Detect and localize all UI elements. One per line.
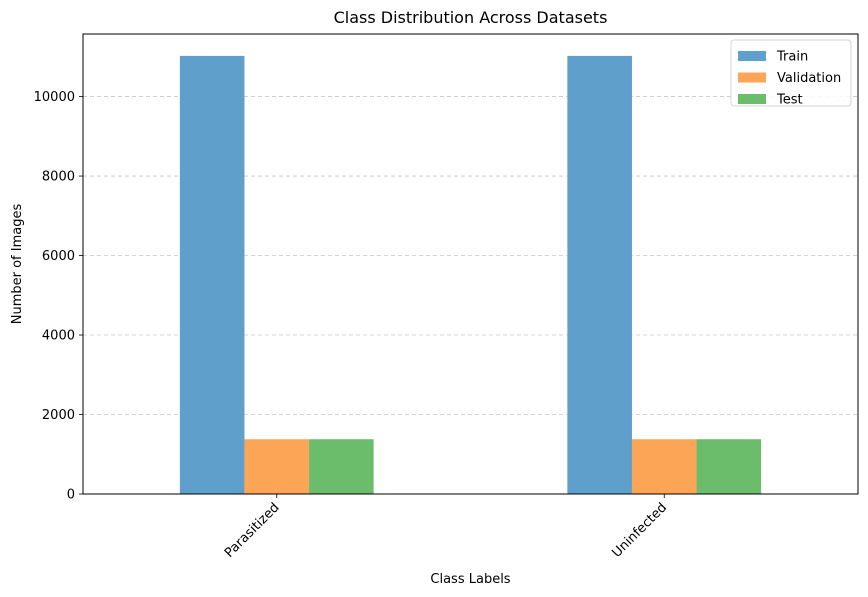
bar-validation-parasitized (244, 439, 310, 494)
y-tick-label: 6000 (42, 249, 75, 264)
legend-label-train: Train (776, 50, 808, 65)
y-tick-label: 8000 (42, 170, 75, 185)
bars (179, 55, 762, 495)
bar-validation-uninfected (631, 439, 697, 494)
y-tick-label: 4000 (42, 329, 75, 344)
x-tick-label: Parasitized (222, 500, 283, 561)
legend-label-test: Test (776, 93, 803, 108)
bar-train-parasitized (179, 55, 245, 495)
legend-swatch-train (738, 51, 766, 61)
y-tick-label: 10000 (34, 90, 75, 105)
chart-title: Class Distribution Across Datasets (334, 8, 608, 27)
legend-swatch-validation (738, 72, 766, 83)
legend: Train Validation Test (730, 39, 852, 108)
x-axis-label: Class Labels (430, 572, 510, 587)
legend-swatch-test (738, 94, 766, 104)
y-tick-label: 2000 (42, 408, 75, 423)
bar-test-parasitized (309, 439, 374, 494)
bar-test-uninfected (696, 439, 762, 494)
x-tick-label: Uninfected (609, 500, 670, 561)
legend-label-validation: Validation (777, 71, 841, 86)
y-axis: 0 2000 4000 6000 8000 10000 (34, 90, 83, 503)
x-axis: Parasitized Uninfected (222, 494, 670, 561)
y-tick-label: 0 (67, 488, 75, 503)
y-axis-label: Number of Images (10, 204, 25, 325)
plot-frame (82, 33, 859, 495)
bar-train-uninfected (567, 55, 632, 495)
